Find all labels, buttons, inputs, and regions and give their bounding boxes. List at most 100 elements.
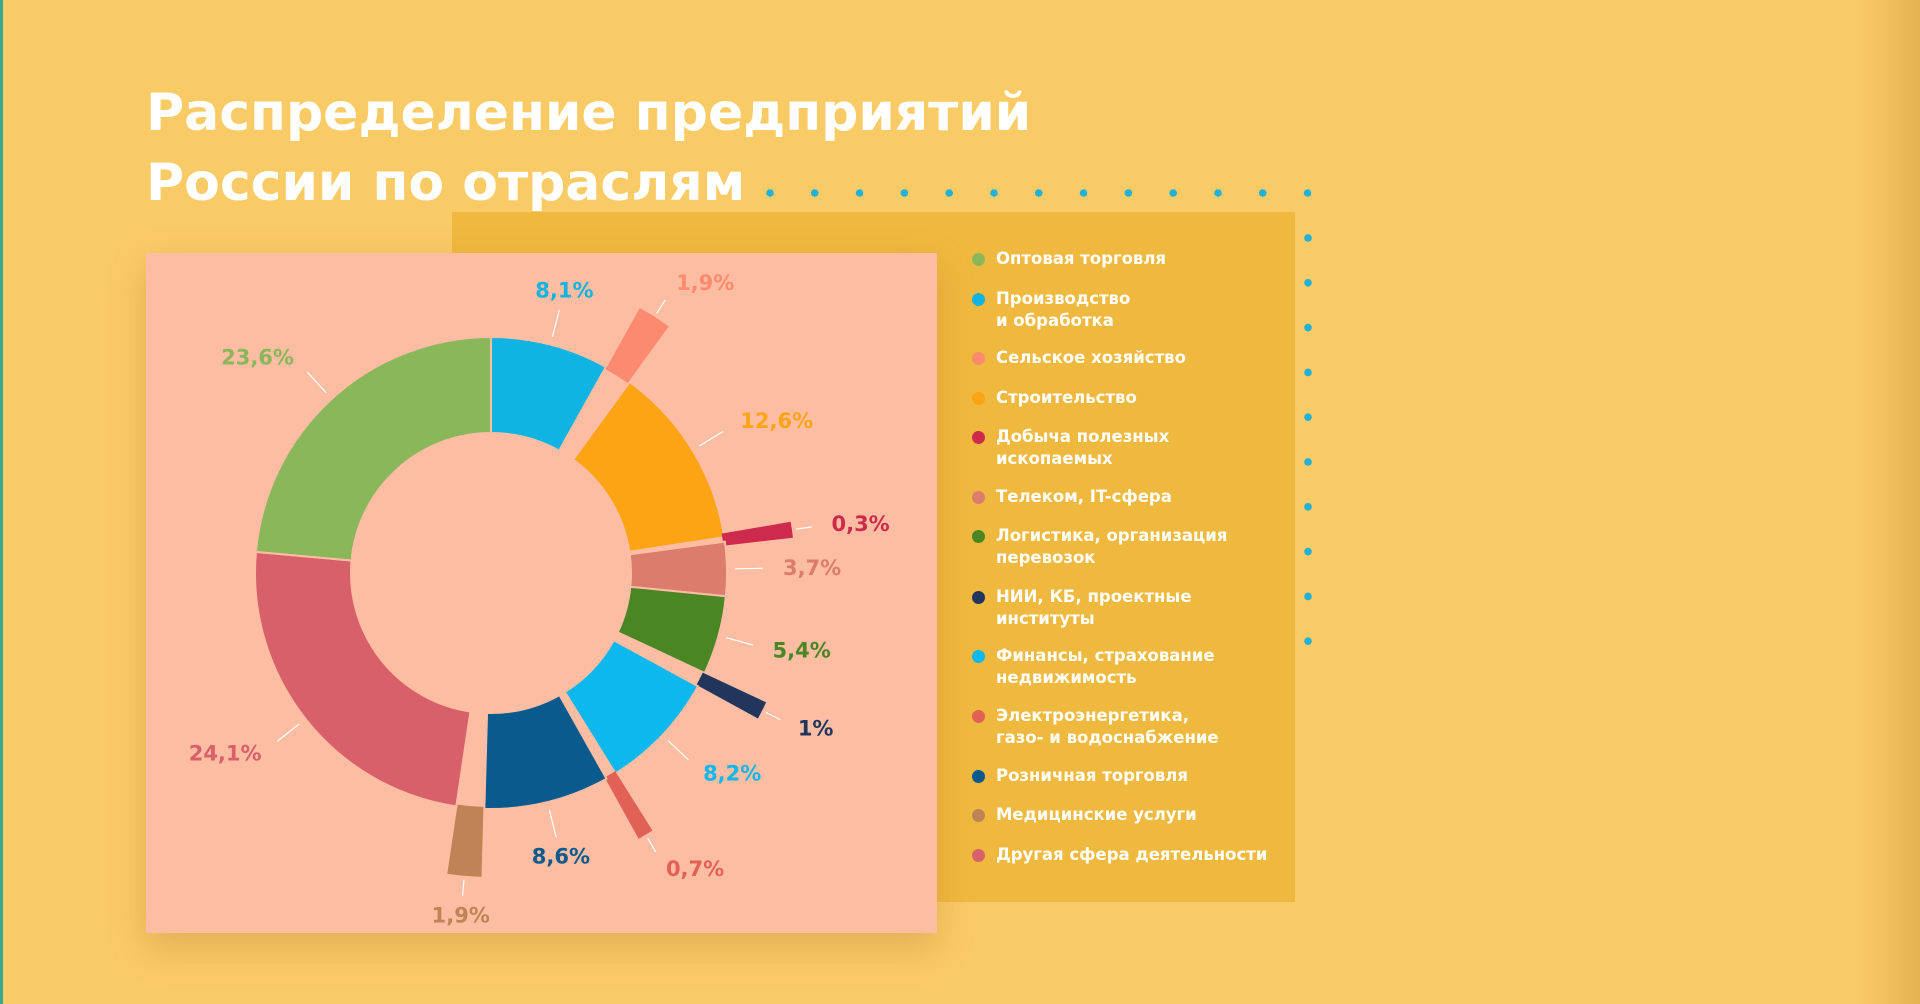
leader-line [656, 299, 666, 314]
legend-label: Сельское хозяйство [996, 348, 1186, 367]
legend-swatch [972, 770, 985, 783]
legend-item: Другая сфера деятельности [972, 844, 1267, 866]
data-label-финансы-страхование-недвижимость: 8,2% [703, 762, 761, 786]
chart-leader-lines [276, 299, 812, 896]
decorative-dot [900, 189, 909, 197]
legend-item: Логистика, организация перевозок [972, 525, 1227, 569]
legend-swatch [972, 293, 985, 306]
legend-item: НИИ, КБ, проектные институты [972, 586, 1192, 630]
legend-label: Другая сфера деятельности [996, 845, 1268, 864]
decorative-dot [766, 189, 774, 197]
leader-line [795, 526, 812, 530]
decorative-dots-horizontal [766, 189, 1312, 197]
slice-оптовая-торговля [254, 335, 492, 562]
legend-label: Розничная торговля [996, 766, 1188, 785]
legend-swatch [972, 392, 985, 405]
leader-line [699, 430, 724, 447]
legend-item: Добыча полезных ископаемых [972, 426, 1169, 470]
legend-label: Производство и обработка [996, 289, 1131, 330]
slice-нии-кб-проектные-институты [696, 672, 767, 719]
chart-panel: 8,1% 1,9% 12,6% 0,3% 3,7% 5,4% 1% 8,2% 0,7% 8,6% 1… [146, 253, 937, 933]
leader-line [647, 837, 657, 853]
data-label-производство-и-обработка: 8,1% [535, 278, 593, 302]
leader-line [548, 809, 557, 838]
legend-item: Розничная торговля [972, 765, 1188, 787]
data-label-логистика-организация-перевозок: 5,4% [773, 638, 831, 662]
legend-label: Медицинские услуги [996, 805, 1197, 824]
title-line-1: Распределение предприятий [146, 83, 1032, 143]
slice-медицинские-услуги [447, 804, 484, 877]
legend-label: Телеком, IT-сфера [996, 487, 1172, 506]
legend-item: Строительство [972, 387, 1137, 409]
leader-line [667, 740, 689, 761]
slice-производство-и-обработка [490, 335, 608, 453]
legend-label: НИИ, КБ, проектные институты [996, 587, 1192, 628]
slice-добыча-полезных-ископаемых [721, 521, 793, 546]
legend-item: Финансы, страхование недвижимость [972, 645, 1215, 689]
left-accent-line [0, 0, 3, 1004]
legend-label: Оптовая торговля [996, 249, 1167, 268]
slice-строительство [571, 380, 726, 553]
slice-электроэнергетика-газо-и-водоснабжение [604, 771, 653, 839]
decorative-dot [1304, 234, 1312, 242]
data-label-добыча-полезных-ископаемых: 0,3% [831, 512, 889, 536]
donut-chart: 8,1% 1,9% 12,6% 0,3% 3,7% 5,4% 1% 8,2% 0,7% 8,6% 1… [189, 271, 890, 928]
leader-line [551, 309, 560, 337]
leader-line [461, 879, 465, 896]
slice-другая-сфера-деятельности [254, 550, 472, 808]
decorative-dot [1304, 503, 1312, 511]
decorative-dot [1079, 189, 1088, 197]
data-label-розничная-торговля: 8,6% [532, 845, 590, 869]
legend-label: Добыча полезных ископаемых [996, 427, 1170, 468]
decorative-dot [1304, 323, 1312, 332]
legend-swatch [972, 591, 985, 604]
title-line-2: России по отраслям [146, 153, 746, 213]
decorative-dots-vertical [1304, 234, 1312, 645]
decorative-dot [855, 189, 864, 197]
decorative-dot [1259, 189, 1267, 197]
data-label-оптовая-торговля: 23,6% [221, 346, 294, 370]
decorative-dot [1169, 189, 1177, 197]
legend-swatch [972, 253, 985, 266]
page-edge-shadow [1860, 0, 1920, 1004]
legend-label: Логистика, организация перевозок [996, 526, 1228, 567]
data-label-нии-кб-проектные-институты: 1% [798, 717, 834, 741]
legend-swatch [972, 710, 985, 723]
data-label-строительство: 12,6% [740, 409, 813, 433]
decorative-dot [1304, 637, 1312, 645]
legend-item: Оптовая торговля [972, 248, 1166, 270]
legend-swatch [972, 650, 985, 663]
decorative-dot [1304, 547, 1312, 556]
slice-сельское-хозяйство [605, 307, 669, 384]
decorative-dot [945, 189, 953, 197]
data-label-телеком-it-сфера: 3,7% [783, 556, 841, 580]
decorative-dot [990, 189, 998, 197]
leader-line [726, 637, 754, 646]
legend-swatch [972, 431, 985, 444]
data-label-электроэнергетика-газо-и-водоснабжение: 0,7% [666, 857, 724, 881]
decorative-dot [1304, 592, 1312, 601]
chart-data-labels: 8,1% 1,9% 12,6% 0,3% 3,7% 5,4% 1% 8,2% 0,7% 8,6% 1… [189, 271, 890, 928]
decorative-dot [1304, 279, 1312, 287]
leader-line [765, 711, 781, 721]
decorative-dot [1214, 189, 1222, 197]
page-title: Распределение предприятий России по отра… [146, 78, 1031, 218]
decorative-dot [1304, 458, 1312, 466]
legend-label: Финансы, страхование недвижимость [996, 646, 1215, 687]
legend-item: Производство и обработка [972, 288, 1130, 332]
legend-swatch [972, 849, 985, 862]
decorative-dot [1304, 413, 1312, 421]
decorative-dot [811, 189, 819, 197]
data-label-медицинские-услуги: 1,9% [432, 904, 490, 928]
chart-slices [254, 307, 793, 877]
decorative-dot [1124, 189, 1133, 197]
data-label-другая-сфера-деятельности: 24,1% [189, 742, 262, 766]
data-label-сельское-хозяйство: 1,9% [676, 271, 734, 295]
legend-swatch [972, 491, 985, 504]
leader-line [276, 723, 300, 742]
legend-swatch [972, 530, 985, 543]
legend-item: Телеком, IT-сфера [972, 486, 1172, 508]
decorative-dot [1035, 189, 1043, 197]
legend-item: Сельское хозяйство [972, 347, 1186, 369]
slice-логистика-организация-перевозок [616, 585, 727, 675]
